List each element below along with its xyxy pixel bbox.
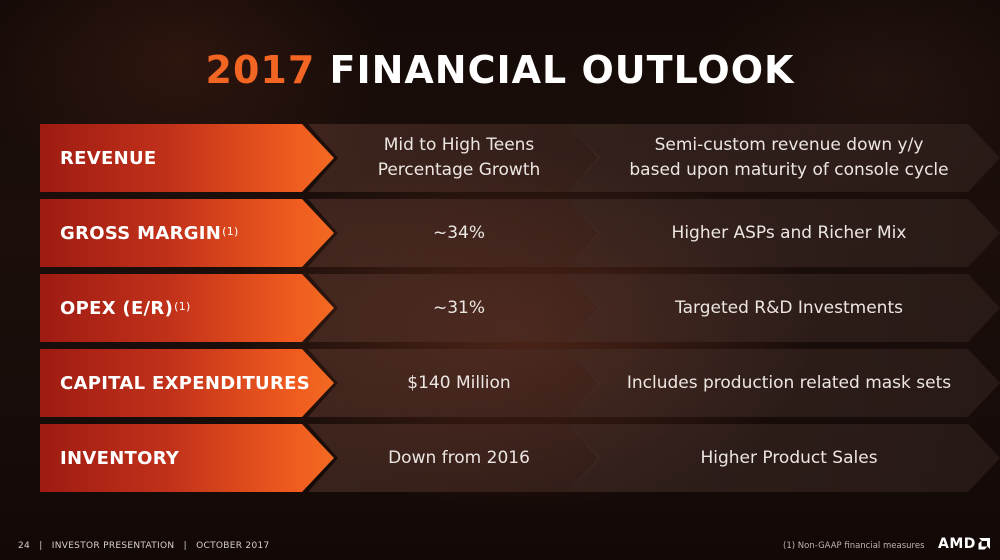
row-note-opex: Targeted R&D Investments [568, 274, 1000, 342]
row-value-gross-margin: ~34% [308, 199, 600, 267]
table-row-opex: OPEX (E/R) (1) ~31% Targeted R&D Investme… [40, 274, 1000, 342]
row-value-line2: Percentage Growth [377, 160, 541, 180]
footnote-marker: (1) [222, 224, 239, 238]
row-note-line1: Targeted R&D Investments [675, 297, 903, 318]
presentation-name: INVESTOR PRESENTATION [51, 541, 175, 551]
row-note-inventory: Higher Product Sales [568, 424, 1000, 492]
presentation-date: OCTOBER 2017 [196, 541, 270, 551]
title-text: FINANCIAL OUTLOOK [329, 48, 795, 92]
row-label-text: GROSS MARGIN [60, 222, 222, 244]
footnote-marker: (1) [174, 299, 191, 313]
row-label-text: CAPITAL EXPENDITURES [60, 372, 310, 394]
row-note-revenue: Semi-custom revenue down y/y based upon … [568, 124, 1000, 192]
amd-arrow-logo-icon [978, 538, 990, 550]
table-row-capex: CAPITAL EXPENDITURES $140 Million Includ… [40, 349, 1000, 417]
row-label-text: OPEX (E/R) [60, 297, 174, 319]
logo-text: AMD [938, 536, 976, 552]
slide-footer: 24 | INVESTOR PRESENTATION | OCTOBER 201… [18, 541, 276, 551]
footer-separator: | [183, 541, 187, 551]
amd-logo: AMD [938, 536, 990, 552]
row-note-line2: based upon maturity of console cycle [629, 160, 949, 180]
row-label-opex: OPEX (E/R) (1) [40, 274, 334, 342]
row-note-line1: Includes production related mask sets [626, 372, 952, 393]
row-note-line1: Higher ASPs and Richer Mix [671, 222, 907, 243]
footer-separator: | [39, 541, 43, 551]
row-value-inventory: Down from 2016 [308, 424, 600, 492]
row-label-text: INVENTORY [60, 447, 180, 469]
row-value-line1: Down from 2016 [388, 447, 530, 468]
row-note-line1: Higher Product Sales [700, 447, 878, 468]
page-title: 2017 FINANCIAL OUTLOOK [0, 48, 1000, 92]
row-value-capex: $140 Million [308, 349, 600, 417]
table-row-revenue: REVENUE Mid to High Teens Percentage Gro… [40, 124, 1000, 192]
row-value-line1: ~34% [432, 222, 486, 243]
row-label-inventory: INVENTORY [40, 424, 334, 492]
row-value-line1: $140 Million [407, 372, 511, 393]
row-note-line1: Semi-custom revenue down y/y [654, 135, 924, 155]
row-label-text: REVENUE [60, 147, 157, 169]
row-value-line1: ~31% [432, 297, 486, 318]
row-value-opex: ~31% [308, 274, 600, 342]
row-label-gross-margin: GROSS MARGIN (1) [40, 199, 334, 267]
title-year: 2017 [205, 48, 316, 92]
row-note-gross-margin: Higher ASPs and Richer Mix [568, 199, 1000, 267]
page-number: 24 [18, 541, 31, 551]
table-row-inventory: INVENTORY Down from 2016 Higher Product … [40, 424, 1000, 492]
row-note-capex: Includes production related mask sets [568, 349, 1000, 417]
row-label-revenue: REVENUE [40, 124, 334, 192]
table-row-gross-margin: GROSS MARGIN (1) ~34% Higher ASPs and Ric… [40, 199, 1000, 267]
row-value-line1: Mid to High Teens [383, 135, 535, 155]
footnote: (1) Non-GAAP financial measures [783, 541, 925, 551]
row-label-capex: CAPITAL EXPENDITURES [40, 349, 334, 417]
row-value-revenue: Mid to High Teens Percentage Growth [308, 124, 600, 192]
